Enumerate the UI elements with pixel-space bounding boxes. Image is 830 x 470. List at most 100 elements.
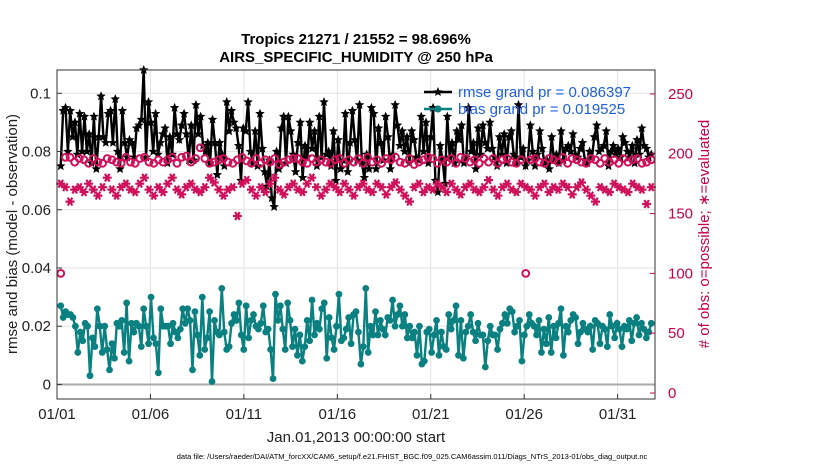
data-point bbox=[154, 369, 162, 377]
data-point bbox=[330, 182, 340, 192]
data-point bbox=[589, 132, 600, 141]
data-point bbox=[139, 173, 149, 183]
data-point bbox=[390, 99, 400, 109]
data-point bbox=[255, 108, 265, 118]
data-point bbox=[406, 322, 414, 330]
data-point bbox=[397, 126, 407, 136]
data-point bbox=[450, 316, 458, 324]
series-layer bbox=[56, 65, 656, 385]
data-point bbox=[423, 158, 434, 168]
data-point bbox=[577, 328, 584, 336]
data-point bbox=[214, 137, 225, 147]
data-point bbox=[641, 143, 652, 153]
data-point bbox=[207, 114, 218, 124]
data-point bbox=[172, 158, 182, 168]
data-point bbox=[324, 146, 334, 156]
series-2 bbox=[56, 143, 656, 278]
data-point bbox=[117, 105, 128, 115]
data-point bbox=[93, 157, 103, 167]
data-point bbox=[60, 182, 70, 192]
data-point bbox=[532, 149, 543, 159]
data-point bbox=[367, 187, 377, 197]
data-point bbox=[235, 299, 243, 307]
data-point bbox=[284, 299, 292, 307]
data-point bbox=[552, 334, 560, 342]
data-point bbox=[123, 299, 131, 307]
data-point bbox=[75, 108, 85, 118]
data-point bbox=[281, 346, 289, 353]
data-point bbox=[520, 331, 528, 339]
data-point bbox=[294, 351, 301, 359]
data-point bbox=[386, 182, 396, 192]
data-point bbox=[250, 311, 257, 318]
data-point bbox=[82, 146, 92, 156]
data-point bbox=[59, 314, 67, 321]
data-point bbox=[102, 173, 112, 183]
data-point bbox=[525, 185, 535, 195]
data-point bbox=[563, 182, 573, 192]
data-point bbox=[57, 302, 65, 310]
data-point bbox=[414, 179, 424, 189]
data-point bbox=[186, 316, 194, 324]
data-point bbox=[230, 311, 238, 318]
data-point bbox=[260, 187, 270, 197]
data-point bbox=[405, 197, 414, 207]
data-point bbox=[158, 129, 168, 139]
data-point bbox=[102, 154, 112, 163]
data-point bbox=[267, 346, 274, 353]
data-point bbox=[377, 316, 384, 324]
data-point bbox=[627, 140, 637, 150]
data-point bbox=[475, 149, 486, 159]
data-point bbox=[618, 132, 628, 141]
data-point bbox=[474, 158, 484, 168]
data-point bbox=[96, 91, 106, 101]
data-point bbox=[91, 164, 102, 173]
data-point bbox=[208, 378, 216, 385]
data-point bbox=[130, 187, 140, 197]
data-point bbox=[288, 154, 298, 163]
data-point bbox=[567, 316, 575, 324]
data-point bbox=[101, 322, 109, 330]
data-point bbox=[210, 137, 220, 147]
data-point bbox=[435, 140, 445, 150]
data-point bbox=[496, 325, 504, 333]
data-point bbox=[416, 322, 423, 330]
data-point bbox=[363, 152, 373, 162]
data-point bbox=[98, 158, 107, 168]
data-point bbox=[632, 134, 642, 144]
data-point bbox=[642, 199, 652, 209]
data-point bbox=[342, 325, 350, 333]
data-point bbox=[214, 155, 224, 165]
data-point bbox=[174, 334, 182, 342]
data-point bbox=[544, 154, 554, 163]
data-point bbox=[537, 143, 547, 153]
data-point bbox=[606, 311, 614, 318]
data-point bbox=[164, 322, 172, 330]
data-point bbox=[108, 340, 116, 348]
data-point bbox=[153, 182, 163, 192]
data-point bbox=[386, 316, 394, 324]
data-point bbox=[56, 161, 66, 171]
data-point bbox=[462, 328, 470, 336]
data-point bbox=[251, 154, 261, 163]
data-point bbox=[108, 137, 118, 147]
data-point bbox=[65, 152, 75, 162]
data-point bbox=[295, 117, 305, 127]
data-point bbox=[205, 173, 214, 183]
data-point bbox=[452, 126, 462, 136]
data-point bbox=[488, 185, 498, 195]
data-point bbox=[120, 349, 128, 356]
data-point bbox=[525, 120, 536, 130]
data-point bbox=[633, 314, 641, 321]
data-point bbox=[545, 314, 553, 321]
data-point bbox=[494, 132, 505, 141]
data-point bbox=[646, 182, 656, 192]
data-point bbox=[328, 126, 339, 136]
data-point bbox=[379, 325, 387, 333]
data-point bbox=[637, 123, 647, 133]
data-point bbox=[447, 137, 457, 147]
data-point bbox=[516, 155, 526, 165]
data-point bbox=[445, 311, 453, 318]
data-point bbox=[632, 154, 642, 163]
